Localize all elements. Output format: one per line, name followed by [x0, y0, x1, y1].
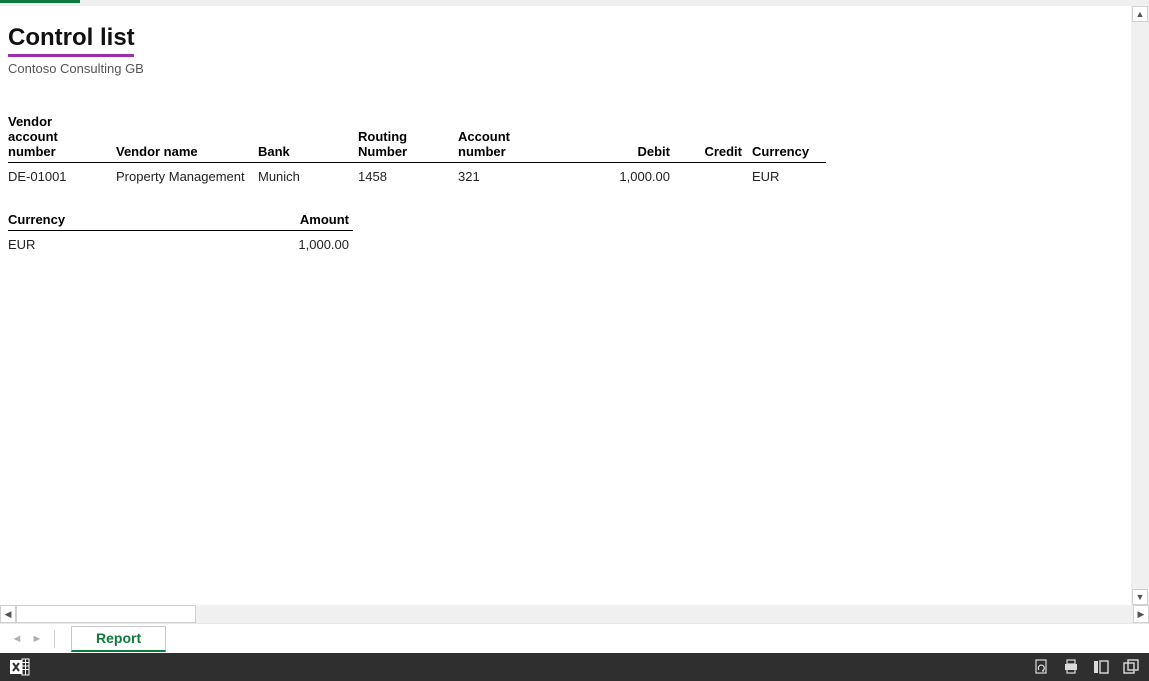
- col-header-bank: Bank: [258, 114, 358, 163]
- summary-table-container: Currency Amount EUR 1,000.00: [8, 212, 1131, 252]
- report-viewer-window: Control list Contoso Consulting GB Vendo…: [0, 0, 1149, 681]
- layout-view-icon[interactable]: [1093, 659, 1109, 675]
- col-header-currency: Currency: [746, 114, 826, 163]
- cell-vendor-name: Property Management: [116, 163, 258, 185]
- scroll-up-arrow-icon[interactable]: [1132, 6, 1148, 22]
- status-bar: [0, 653, 1149, 681]
- horizontal-scroll-thumb[interactable]: [16, 605, 196, 623]
- col-header-summary-currency: Currency: [8, 212, 278, 231]
- col-header-vendor-name: Vendor name: [116, 114, 258, 163]
- horizontal-scroll-track[interactable]: [196, 605, 1133, 623]
- cell-credit: [674, 163, 746, 185]
- col-header-account-number: Account number: [458, 114, 596, 163]
- report-subtitle: Contoso Consulting GB: [8, 61, 1131, 76]
- main-table-container: Vendor account number Vendor name Bank R…: [8, 114, 1131, 184]
- scroll-left-arrow-icon[interactable]: [0, 605, 16, 623]
- cell-vendor-account: DE-01001: [8, 163, 116, 185]
- print-icon[interactable]: [1063, 659, 1079, 675]
- cell-account-number: 321: [458, 163, 596, 185]
- scroll-right-arrow-icon[interactable]: [1133, 605, 1149, 623]
- col-header-debit: Debit: [596, 114, 674, 163]
- sheet-tab-bar: ◄ ► Report: [0, 623, 1149, 653]
- fullscreen-icon[interactable]: [1123, 659, 1139, 675]
- horizontal-scrollbar[interactable]: [0, 605, 1149, 623]
- excel-icon[interactable]: [10, 658, 30, 676]
- vertical-scroll-track[interactable]: [1132, 22, 1148, 589]
- table-row: DE-01001 Property Management Munich 1458…: [8, 163, 826, 185]
- sheet-tab-label: Report: [96, 630, 141, 646]
- col-header-routing: Routing Number: [358, 114, 458, 163]
- vertical-scrollbar[interactable]: [1131, 6, 1149, 605]
- report-page: Control list Contoso Consulting GB Vendo…: [0, 6, 1131, 605]
- cell-bank: Munich: [258, 163, 358, 185]
- scroll-down-arrow-icon[interactable]: [1132, 589, 1148, 605]
- col-header-credit: Credit: [674, 114, 746, 163]
- report-title-underline: [8, 54, 134, 57]
- cell-debit: 1,000.00: [596, 163, 674, 185]
- cell-currency: EUR: [746, 163, 826, 185]
- currency-summary-table: Currency Amount EUR 1,000.00: [8, 212, 353, 252]
- table-header-row: Currency Amount: [8, 212, 353, 231]
- tab-separator: [54, 630, 55, 648]
- col-header-summary-amount: Amount: [278, 212, 353, 231]
- sheet-tab-report[interactable]: Report: [71, 626, 166, 652]
- prev-sheet-arrow-icon[interactable]: ◄: [10, 632, 24, 646]
- vendor-payments-table: Vendor account number Vendor name Bank R…: [8, 114, 826, 184]
- cell-summary-amount: 1,000.00: [278, 231, 353, 253]
- cell-summary-currency: EUR: [8, 231, 278, 253]
- active-tab-accent: [0, 0, 80, 3]
- cell-routing: 1458: [358, 163, 458, 185]
- report-content-viewport: Control list Contoso Consulting GB Vendo…: [0, 6, 1149, 605]
- report-title: Control list: [8, 24, 1131, 52]
- refresh-icon[interactable]: [1033, 659, 1049, 675]
- next-sheet-arrow-icon[interactable]: ►: [30, 632, 44, 646]
- table-row: EUR 1,000.00: [8, 231, 353, 253]
- col-header-vendor-account: Vendor account number: [8, 114, 116, 163]
- table-header-row: Vendor account number Vendor name Bank R…: [8, 114, 826, 163]
